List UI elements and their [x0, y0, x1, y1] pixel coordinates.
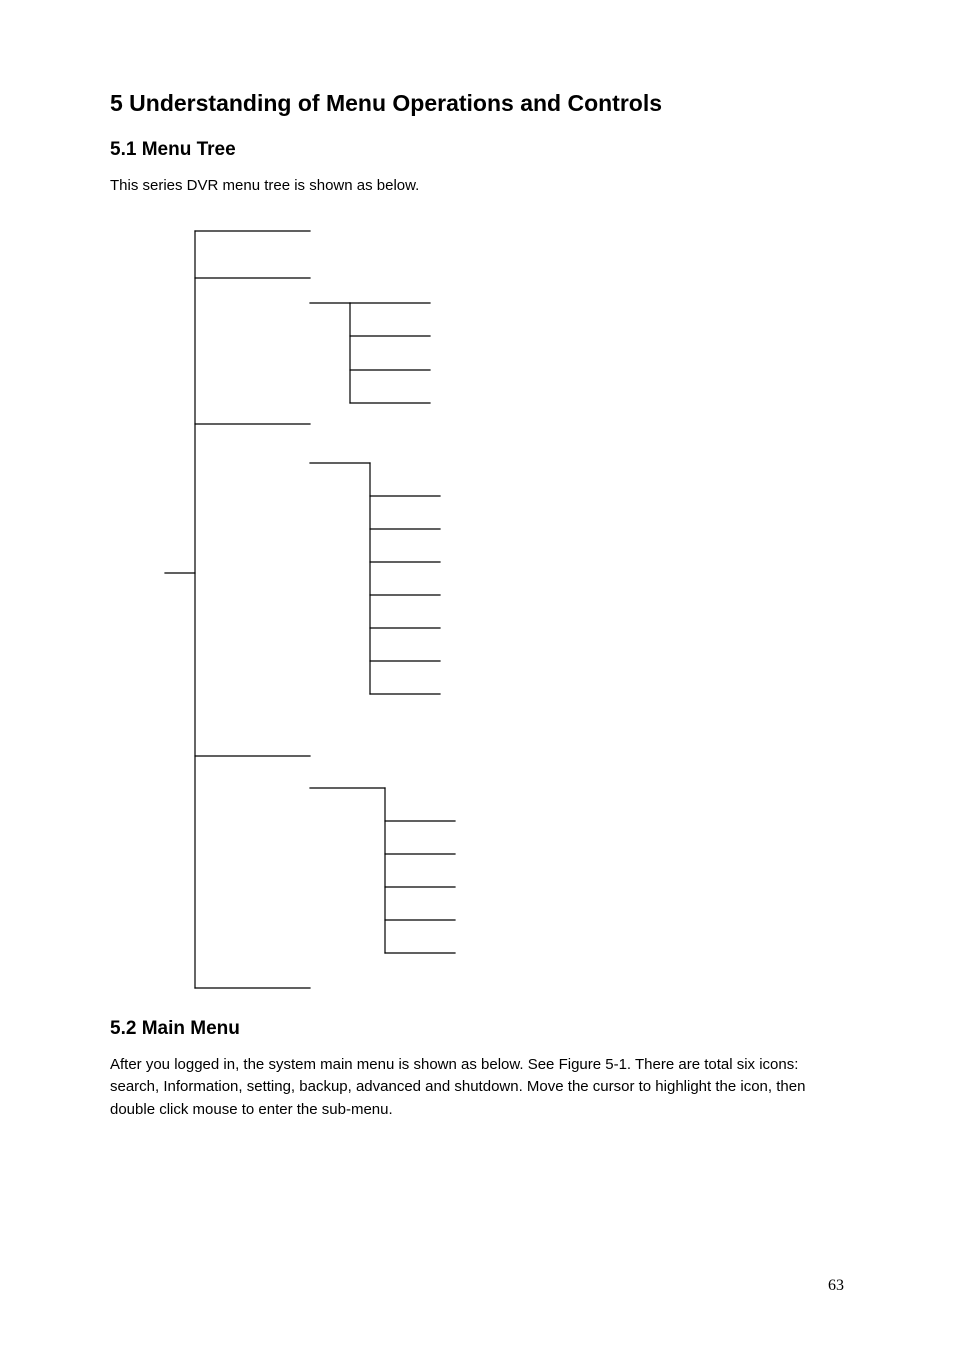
section-5-1-intro: This series DVR menu tree is shown as be…: [110, 175, 844, 198]
section-5-1-heading: 5.1 Menu Tree: [110, 139, 844, 161]
section-5-2-heading: 5.2 Main Menu: [110, 1018, 844, 1040]
menu-tree-diagram: [110, 208, 844, 988]
chapter-heading: 5 Understanding of Menu Operations and C…: [110, 90, 844, 117]
section-5-2-intro: After you logged in, the system main men…: [110, 1054, 844, 1122]
page-number: 63: [828, 1277, 844, 1295]
